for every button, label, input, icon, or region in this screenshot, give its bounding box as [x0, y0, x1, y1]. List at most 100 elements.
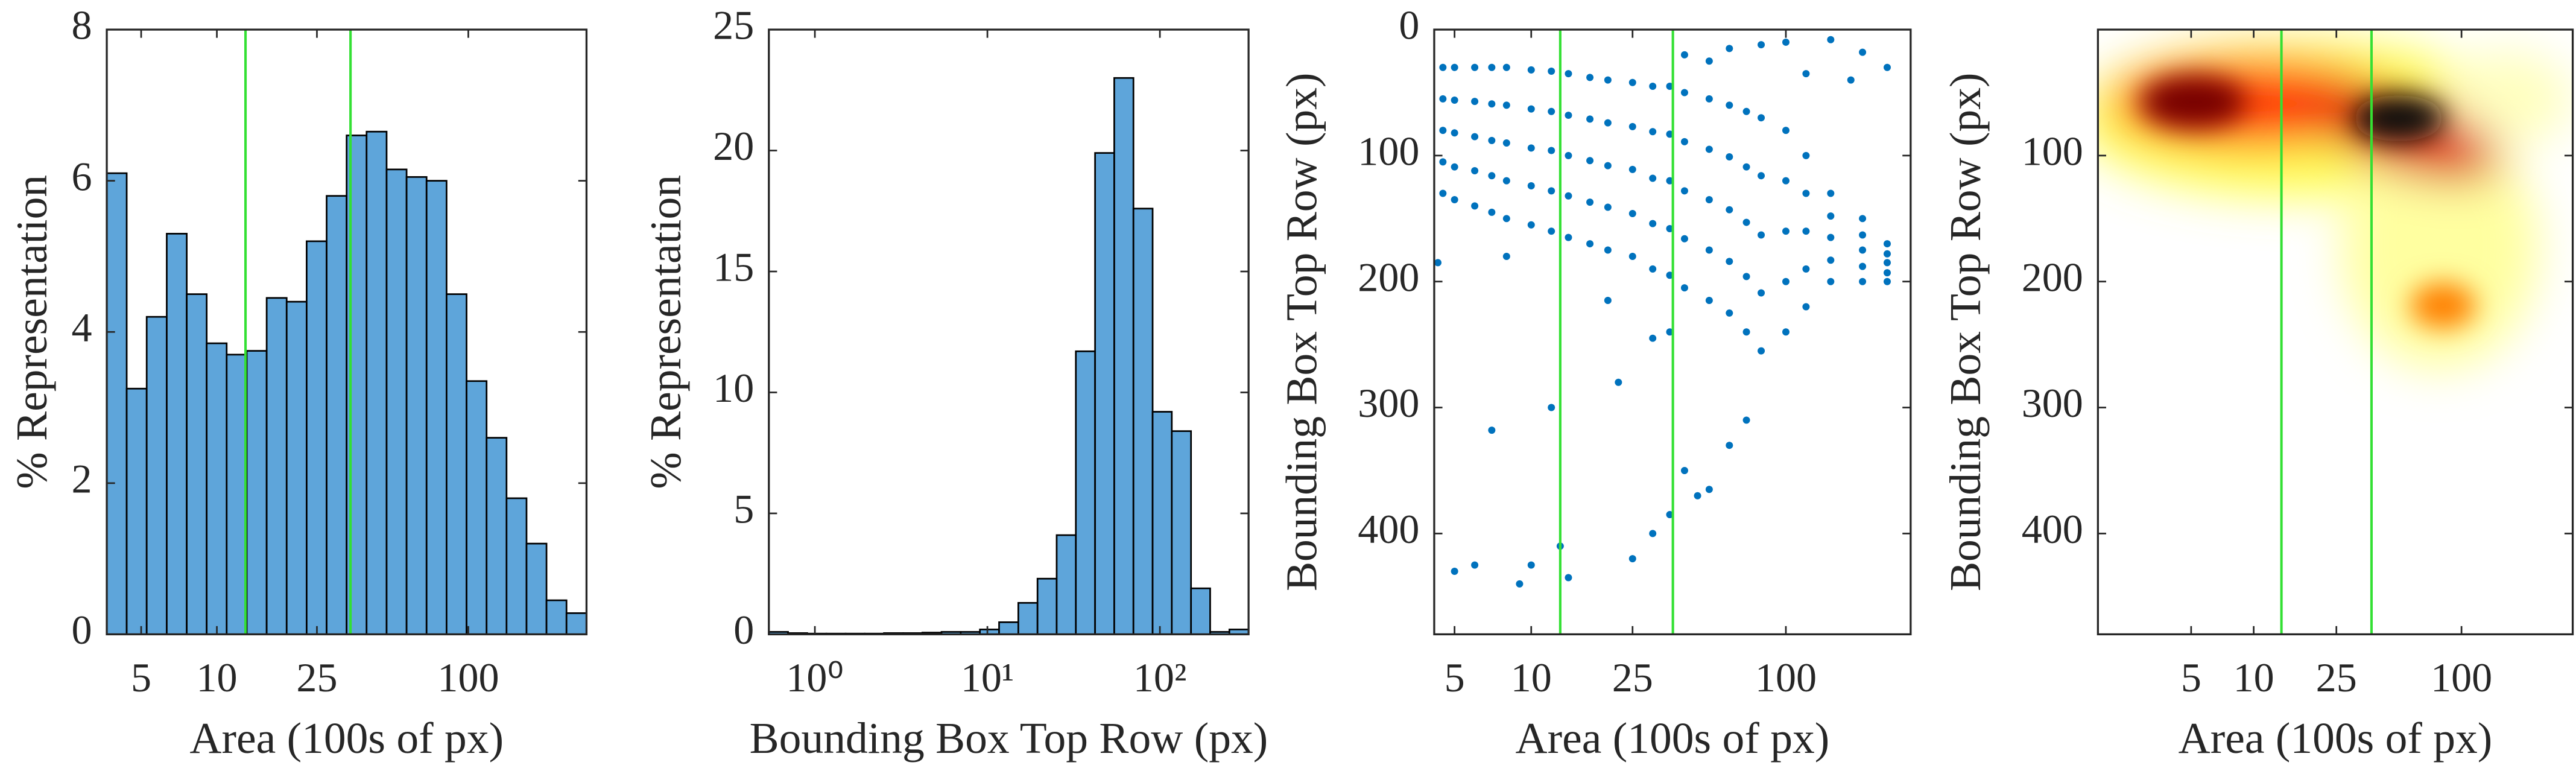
point: [1883, 278, 1891, 285]
point: [1565, 233, 1572, 241]
point: [1883, 63, 1891, 71]
point: [1758, 347, 1765, 355]
point: [1726, 258, 1733, 265]
point: [1548, 67, 1555, 75]
bar: [1075, 350, 1096, 635]
point: [1565, 70, 1572, 78]
point: [1680, 51, 1688, 59]
point: [1758, 172, 1765, 180]
axes-box: [106, 28, 588, 636]
point: [1527, 182, 1535, 190]
point: [1726, 101, 1733, 109]
bar: [545, 599, 568, 635]
point: [1705, 95, 1713, 103]
x-tick-label: 5: [2181, 655, 2201, 700]
point: [1527, 144, 1535, 152]
bar: [265, 297, 288, 635]
point: [1586, 74, 1594, 81]
point: [1628, 165, 1636, 173]
point: [1859, 215, 1867, 223]
point: [1827, 256, 1835, 264]
x-axis-label: Bounding Box Top Row (px): [750, 713, 1268, 763]
y-tick-label: 300: [2022, 380, 2083, 426]
y-axis-label: % Representation: [641, 175, 690, 489]
point: [1527, 561, 1535, 569]
point: [1586, 157, 1594, 165]
bar: [1055, 534, 1077, 635]
point: [1680, 235, 1688, 243]
point: [1726, 153, 1733, 160]
point: [1527, 221, 1535, 229]
point: [1782, 278, 1790, 285]
point: [1782, 127, 1790, 135]
y-tick-label: 2: [71, 455, 92, 501]
bar: [525, 542, 548, 635]
point: [1726, 442, 1733, 449]
x-tick-label: 5: [1445, 655, 1465, 700]
y-tick-label: 4: [71, 305, 92, 351]
axes-box: [768, 28, 1250, 636]
bar: [1132, 208, 1154, 635]
point: [1680, 89, 1688, 97]
point: [1782, 328, 1790, 336]
bar: [166, 233, 188, 635]
y-tick-label: 100: [2022, 128, 2083, 174]
bar: [486, 437, 508, 635]
x-tick-label: 100: [1755, 655, 1817, 700]
point: [1705, 297, 1713, 305]
point: [1548, 227, 1555, 235]
bar: [1113, 77, 1135, 635]
point: [1502, 252, 1510, 260]
y-tick-label: 0: [733, 607, 754, 653]
point: [1649, 83, 1657, 90]
x-axis-label: Area (100s of px): [2179, 713, 2493, 763]
bar: [245, 350, 268, 635]
point: [1827, 278, 1835, 285]
point: [1742, 273, 1750, 281]
point: [1548, 404, 1555, 411]
point: [1859, 262, 1867, 270]
point: [1548, 147, 1555, 154]
point: [1883, 240, 1891, 248]
y-tick-label: 0: [1399, 2, 1419, 48]
y-axis-label: Bounding Box Top Row (px): [1940, 72, 1990, 591]
x-tick-label: 10: [1511, 655, 1552, 700]
point: [1680, 466, 1688, 474]
y-tick-label: 20: [713, 123, 754, 169]
point: [1883, 259, 1891, 267]
point: [1883, 269, 1891, 277]
point: [1859, 48, 1867, 56]
point: [1726, 309, 1733, 317]
x-tick-label: 10: [2233, 655, 2274, 700]
bar: [425, 180, 448, 635]
point: [1705, 246, 1713, 254]
point: [1565, 112, 1572, 119]
point: [1615, 378, 1622, 386]
bar: [1151, 411, 1173, 635]
y-tick-label: 0: [71, 607, 92, 653]
point: [1471, 202, 1479, 210]
x-tick-label: 10¹: [961, 655, 1014, 700]
axes-box: [1433, 28, 1912, 636]
y-tick-label: 25: [713, 2, 754, 48]
point: [1758, 114, 1765, 122]
point: [1705, 57, 1713, 65]
bar: [285, 300, 308, 635]
bar: [565, 612, 587, 635]
point: [1742, 328, 1750, 336]
bar: [206, 342, 228, 635]
point: [1827, 36, 1835, 43]
point: [1649, 174, 1657, 182]
point: [1680, 187, 1688, 195]
point: [1488, 136, 1496, 144]
point: [1586, 240, 1594, 248]
y-tick-label: 200: [2022, 254, 2083, 300]
point: [1488, 172, 1496, 180]
bar: [505, 497, 528, 635]
point: [1488, 63, 1496, 71]
point: [1586, 115, 1594, 123]
point: [1802, 227, 1810, 235]
point: [1680, 284, 1688, 292]
point: [1649, 334, 1657, 342]
point: [1726, 206, 1733, 214]
